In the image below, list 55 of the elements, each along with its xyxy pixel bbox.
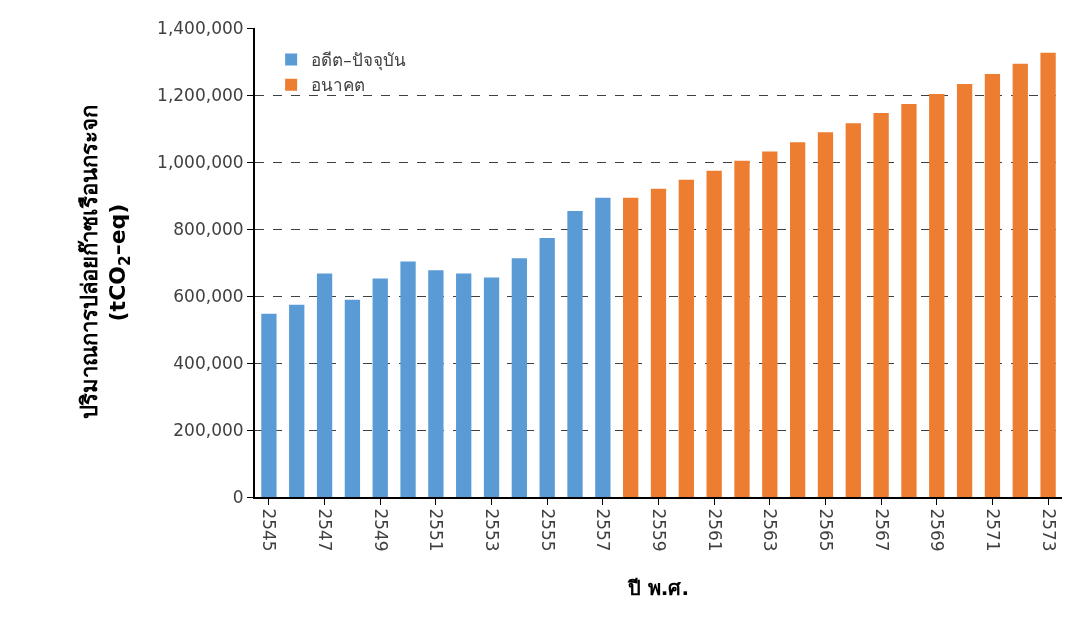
bar — [289, 304, 305, 497]
bar — [984, 73, 1001, 497]
y-tick-label: 200,000 — [173, 419, 244, 440]
x-axis-title: ปี พ.ศ. — [626, 575, 690, 600]
y-tick-label: 400,000 — [173, 352, 244, 373]
bar — [1012, 63, 1028, 497]
bar — [762, 151, 778, 497]
legend-label: อนาคต — [311, 75, 366, 96]
bar — [456, 273, 472, 497]
bar — [789, 142, 806, 497]
y-tick-label: 1,400,000 — [157, 17, 244, 38]
x-tick-label: 2573 — [1038, 508, 1059, 552]
bar — [678, 179, 694, 497]
bar — [511, 258, 528, 497]
bar — [344, 299, 361, 497]
x-tick-label: 2565 — [815, 508, 836, 552]
bar — [734, 160, 750, 497]
y-tick-label: 1,200,000 — [157, 84, 244, 105]
x-tick-label: 2571 — [982, 508, 1003, 552]
bar — [372, 278, 388, 497]
x-tick-label: 2555 — [537, 508, 558, 552]
bar — [567, 210, 583, 497]
bar — [706, 170, 722, 497]
x-tick-label: 2563 — [760, 508, 781, 552]
bar — [873, 113, 889, 497]
bar — [483, 277, 500, 497]
x-tick-label: 2545 — [259, 508, 280, 552]
x-tick-label: 2557 — [593, 508, 614, 552]
bar — [400, 261, 416, 497]
bar — [956, 83, 973, 497]
y-tick-label: 800,000 — [173, 218, 244, 239]
bar — [817, 132, 834, 497]
x-tick-label: 2551 — [426, 508, 447, 552]
bar — [261, 313, 277, 497]
bar — [650, 188, 667, 497]
bar — [1040, 52, 1056, 497]
bar — [845, 123, 861, 497]
x-tick-label: 2559 — [648, 508, 669, 552]
x-tick-label: 2561 — [704, 508, 725, 552]
x-tick-label: 2569 — [927, 508, 948, 552]
y-tick-label: 0 — [232, 486, 244, 507]
bar — [929, 94, 945, 497]
x-tick-label: 2547 — [315, 508, 336, 552]
legend-label: อดีต–ปัจจุบัน — [311, 50, 406, 72]
bar — [623, 197, 639, 497]
x-tick-label: 2567 — [871, 508, 892, 552]
x-tick-label: 2553 — [482, 508, 502, 552]
bar — [428, 270, 444, 497]
bar — [595, 197, 611, 497]
x-tick-label: 2549 — [370, 508, 391, 552]
bar — [539, 238, 555, 497]
y-tick-label: 600,000 — [173, 285, 244, 306]
bar — [316, 273, 333, 497]
bar — [901, 104, 917, 497]
y-tick-label: 1,000,000 — [157, 151, 244, 172]
